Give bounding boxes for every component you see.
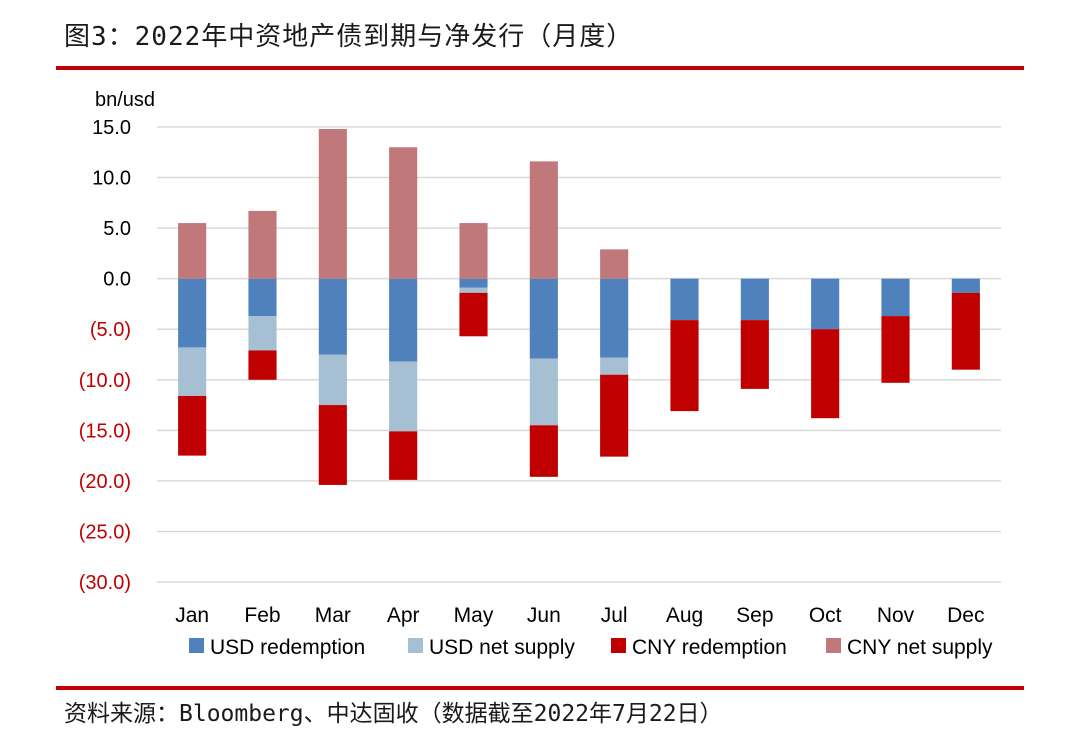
x-tick-label: Sep (736, 604, 773, 627)
bar-cny-net-supply-jun (529, 161, 558, 279)
bar-usd-net-supply-jul (600, 357, 629, 375)
bar-cny-redemption-jun (529, 425, 558, 477)
legend-swatch (826, 638, 841, 653)
bar-cny-redemption-sep (740, 320, 769, 389)
bar-usd-redemption-jul (600, 278, 629, 358)
bar-cny-net-supply-jul (600, 249, 629, 279)
bar-usd-redemption-feb (248, 278, 277, 317)
bar-cny-net-supply-may (459, 223, 488, 279)
x-tick-label: Nov (877, 604, 915, 627)
y-tick-label: (20.0) (79, 471, 131, 493)
legend-label: USD redemption (210, 636, 365, 659)
bar-usd-redemption-may (459, 278, 488, 288)
bar-cny-net-supply-apr (389, 147, 418, 279)
y-tick-label: 5.0 (103, 218, 131, 240)
bar-usd-net-supply-apr (389, 361, 418, 432)
legend-label: CNY net supply (847, 636, 993, 659)
x-tick-label: Oct (809, 604, 842, 627)
x-tick-label: Feb (244, 604, 280, 627)
y-tick-label: 0.0 (103, 269, 131, 291)
bar-cny-redemption-feb (248, 350, 277, 380)
bar-usd-redemption-oct (811, 278, 840, 330)
bar-cny-net-supply-jan (178, 223, 207, 279)
x-tick-label: Jan (175, 604, 209, 627)
top-rule (56, 66, 1024, 70)
bar-cny-net-supply-mar (318, 129, 347, 279)
bar-usd-redemption-aug (670, 278, 699, 321)
x-tick-label: Jul (601, 604, 628, 627)
bar-cny-redemption-dec (951, 292, 980, 370)
bar-usd-redemption-sep (740, 278, 769, 321)
y-tick-label: 10.0 (92, 168, 131, 190)
bar-cny-redemption-may (459, 292, 488, 337)
legend-swatch (611, 638, 626, 653)
x-tick-label: Aug (666, 604, 703, 627)
y-tick-label: (30.0) (79, 572, 131, 594)
figure-title: 图3：2022年中资地产债到期与净发行（月度） (64, 22, 634, 52)
legend-label: CNY redemption (632, 636, 787, 659)
bar-cny-redemption-jul (600, 374, 629, 457)
bar-usd-net-supply-jan (178, 347, 207, 396)
bar-usd-net-supply-feb (248, 316, 277, 351)
bar-cny-redemption-apr (389, 431, 418, 480)
x-tick-label: Apr (387, 604, 420, 627)
bar-usd-redemption-jun (529, 278, 558, 359)
bar-usd-redemption-mar (318, 278, 347, 355)
y-tick-label: 15.0 (92, 117, 131, 139)
x-tick-label: Dec (947, 604, 984, 627)
bar-cny-redemption-mar (318, 405, 347, 485)
y-tick-label: (5.0) (90, 319, 131, 341)
bar-cny-redemption-jan (178, 395, 207, 456)
bar-usd-net-supply-may (459, 287, 488, 293)
legend-swatch (408, 638, 423, 653)
bar-cny-net-supply-feb (248, 210, 277, 279)
y-axis-label: bn/usd (95, 89, 155, 111)
x-tick-label: Jun (527, 604, 561, 627)
bar-cny-redemption-aug (670, 320, 699, 412)
x-tick-label: Mar (315, 604, 351, 627)
bar-cny-redemption-oct (811, 329, 840, 419)
legend-label: USD net supply (429, 636, 575, 659)
bar-cny-redemption-nov (881, 316, 910, 383)
bar-usd-redemption-nov (881, 278, 910, 317)
y-tick-label: (25.0) (79, 521, 131, 543)
source-note: 资料来源：Bloomberg、中达固收（数据截至2022年7月22日） (64, 701, 723, 727)
bottom-rule (56, 686, 1024, 690)
bar-usd-redemption-dec (951, 278, 980, 293)
legend-swatch (189, 638, 204, 653)
bar-usd-redemption-apr (389, 278, 418, 362)
bar-usd-redemption-jan (178, 278, 207, 348)
x-tick-label: May (454, 604, 494, 627)
y-tick-label: (10.0) (79, 370, 131, 392)
bar-usd-net-supply-mar (318, 354, 347, 406)
y-tick-label: (15.0) (79, 420, 131, 442)
bar-usd-net-supply-jun (529, 358, 558, 426)
